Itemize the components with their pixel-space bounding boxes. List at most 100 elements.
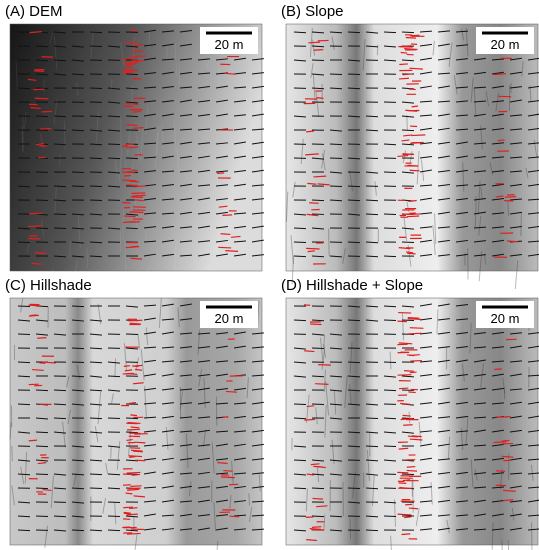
vector [293,241,307,244]
scale-label: 20 m [491,311,520,326]
vector [347,389,361,392]
vector [455,415,468,419]
vector [143,527,156,531]
vector [347,473,361,476]
vector [311,487,325,490]
vector [455,401,468,405]
vector [437,514,450,517]
red-vector [409,67,423,70]
vector [473,387,486,391]
vector [329,143,343,146]
vector [161,71,174,75]
vector [329,333,342,336]
vector [89,185,103,188]
vector [419,43,432,47]
vector [251,486,264,489]
texture [188,481,192,497]
vector [311,31,325,34]
vector [179,500,192,503]
vector [329,403,343,406]
vector [347,501,360,504]
red-vector [406,215,420,218]
vector [71,319,84,322]
vector [473,226,487,229]
red-vector [124,369,133,372]
vector [419,457,432,461]
vector [473,155,486,159]
vector [509,128,522,131]
vector [53,487,67,490]
vector [71,515,84,518]
vector [473,513,486,517]
vector [251,198,264,201]
vector [383,431,397,434]
vector [233,86,247,89]
vector [161,485,174,489]
red-vector [134,185,146,188]
red-vector [133,450,143,453]
vector [509,198,522,201]
vector [509,415,522,419]
texture [491,522,494,550]
texture [461,363,465,382]
texture [436,309,439,335]
texture [416,150,420,185]
vector [179,318,192,321]
vector [17,305,31,308]
vector [107,45,120,48]
texture [323,334,326,347]
red-vector [124,62,138,65]
vector [509,388,522,391]
vector [125,213,138,216]
vector [179,226,192,229]
texture [135,357,140,372]
vector [35,73,49,76]
vector [509,170,523,173]
vector [311,255,325,258]
red-vector [126,488,140,491]
vector [329,87,343,90]
texture [216,541,219,550]
vector [107,157,121,160]
red-vector [410,359,422,362]
vector [455,253,468,257]
vector [437,197,450,201]
red-vector [406,354,415,357]
vector [437,141,450,145]
vector [473,113,486,117]
red-vector [503,499,514,502]
texture [90,30,94,60]
vector [125,45,139,48]
red-vector [37,462,47,465]
vector [197,387,210,391]
red-vector [407,332,422,335]
vector [437,443,450,447]
red-vector [123,512,132,515]
vector [71,389,85,392]
vector [365,319,378,322]
panel-label: (C) Hillshade [5,277,92,294]
texture [319,337,324,361]
vector [197,142,210,145]
texture [156,125,160,156]
red-vector [132,126,144,129]
texture [175,62,178,77]
vector [53,333,66,336]
vector [347,361,361,364]
vector [71,473,85,476]
vector [107,501,121,504]
red-vector [124,143,134,146]
vector [35,431,49,434]
vector [53,529,66,532]
vector [329,417,342,420]
vector [179,303,192,307]
vector [161,58,175,61]
texture [58,154,61,165]
red-vector [411,435,422,438]
vector [455,359,468,363]
red-vector [398,447,409,450]
vector [455,346,468,349]
texture [166,45,168,59]
vector [179,128,193,131]
texture [11,485,15,506]
